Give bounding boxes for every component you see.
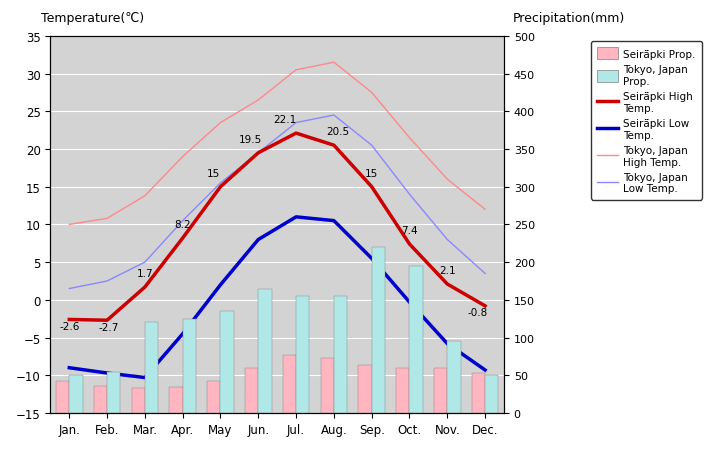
Text: 22.1: 22.1 <box>273 115 297 125</box>
Bar <box>410 266 423 413</box>
Bar <box>220 312 234 413</box>
Text: 15: 15 <box>365 168 378 178</box>
Bar <box>245 368 258 413</box>
Bar <box>145 323 158 413</box>
Text: 1.7: 1.7 <box>137 269 153 278</box>
Bar <box>359 366 372 413</box>
Bar <box>472 373 485 413</box>
Text: 2.1: 2.1 <box>439 265 456 275</box>
Bar <box>434 368 447 413</box>
Bar <box>296 297 310 413</box>
Bar <box>372 247 385 413</box>
Text: Temperature(℃): Temperature(℃) <box>41 12 145 25</box>
Bar <box>94 386 107 413</box>
Bar <box>107 372 120 413</box>
Bar <box>169 387 183 413</box>
Text: 7.4: 7.4 <box>401 225 418 235</box>
Bar <box>485 375 498 413</box>
Bar <box>447 341 461 413</box>
Bar <box>56 381 69 413</box>
Text: 19.5: 19.5 <box>239 134 262 145</box>
Bar <box>207 381 220 413</box>
Bar <box>132 388 145 413</box>
Text: 20.5: 20.5 <box>326 127 349 137</box>
Text: 8.2: 8.2 <box>174 219 191 230</box>
Legend: Seirä̈pki Prop., Tokyo, Japan
Prop., Seirä̈pki High
Temp., Seirä̈pki Low
Temp., : Seirä̈pki Prop., Tokyo, Japan Prop., Sei… <box>591 42 702 200</box>
Bar <box>320 358 334 413</box>
Text: 15: 15 <box>207 168 220 178</box>
Bar <box>258 289 271 413</box>
Text: Precipitation(mm): Precipitation(mm) <box>513 12 626 25</box>
Bar <box>183 319 196 413</box>
Bar <box>283 355 296 413</box>
Bar <box>396 368 410 413</box>
Bar <box>69 375 83 413</box>
Text: -2.6: -2.6 <box>59 321 79 331</box>
Text: -2.7: -2.7 <box>99 322 120 332</box>
Bar <box>334 297 347 413</box>
Text: -0.8: -0.8 <box>467 308 487 318</box>
